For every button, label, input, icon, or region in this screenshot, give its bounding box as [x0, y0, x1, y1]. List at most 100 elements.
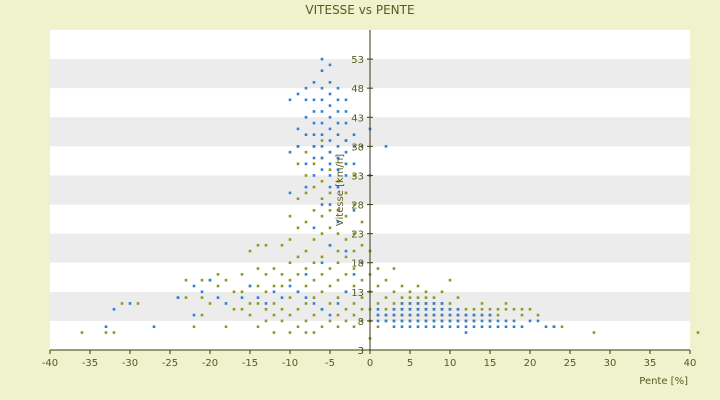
scatter-point-series-2	[224, 302, 228, 305]
scatter-point-series-2	[456, 319, 460, 323]
scatter-point-series-2	[512, 319, 516, 323]
scatter-point-series-1	[280, 243, 284, 247]
scatter-point-series-2	[216, 296, 220, 299]
scatter-point-series-1	[344, 319, 348, 323]
scatter-point-series-2	[112, 307, 116, 311]
scatter-point-series-1	[304, 302, 308, 305]
scatter-point-series-1	[384, 278, 388, 282]
scatter-point-series-1	[208, 302, 212, 305]
scatter-point-series-2	[376, 319, 380, 323]
scatter-point-series-2	[496, 325, 500, 329]
scatter-point-series-1	[336, 325, 340, 329]
scatter-point-series-1	[216, 284, 220, 288]
scatter-point-series-2	[488, 325, 492, 329]
scatter-point-series-2	[336, 302, 340, 305]
scatter-point-series-1	[280, 319, 284, 323]
scatter-point-series-2	[360, 145, 364, 148]
scatter-point-series-1	[456, 296, 460, 299]
scatter-point-series-2	[320, 307, 324, 311]
scatter-point-series-1	[264, 319, 268, 323]
scatter-point-series-2	[304, 162, 308, 166]
x-tick-label: -10	[282, 358, 298, 369]
scatter-point-series-2	[336, 110, 340, 113]
scatter-point-series-1	[136, 302, 140, 305]
scatter-point-series-2	[312, 81, 316, 84]
scatter-point-series-1	[480, 302, 484, 305]
scatter-point-series-2	[512, 325, 516, 329]
scatter-point-series-1	[416, 284, 420, 288]
scatter-point-series-2	[432, 307, 436, 311]
scatter-point-series-1	[272, 284, 276, 288]
scatter-point-series-1	[256, 302, 260, 305]
scatter-point-series-1	[536, 313, 540, 317]
scatter-point-series-1	[504, 307, 508, 311]
scatter-point-series-2	[328, 63, 332, 67]
scatter-point-series-1	[248, 302, 252, 305]
x-tick-label: -40	[42, 358, 58, 369]
scatter-point-series-2	[320, 145, 324, 148]
scatter-point-series-1	[352, 249, 356, 253]
scatter-point-series-2	[320, 156, 324, 160]
scatter-point-series-2	[328, 185, 332, 189]
scatter-point-series-1	[256, 267, 260, 270]
scatter-point-series-2	[312, 133, 316, 137]
scatter-point-series-2	[480, 313, 484, 317]
scatter-point-series-1	[280, 273, 284, 276]
scatter-point-series-1	[400, 296, 404, 299]
y-tick-label: 3	[358, 346, 364, 357]
scatter-point-series-2	[344, 121, 348, 125]
scatter-point-series-1	[272, 331, 276, 334]
scatter-point-series-1	[360, 243, 364, 247]
scatter-point-series-1	[248, 313, 252, 317]
scatter-point-series-1	[200, 278, 204, 282]
scatter-point-series-2	[400, 313, 404, 317]
scatter-point-series-1	[272, 313, 276, 317]
scatter-point-series-2	[296, 127, 300, 131]
scatter-point-series-2	[304, 296, 308, 299]
scatter-point-series-2	[312, 156, 316, 160]
scatter-point-series-2	[304, 115, 308, 119]
scatter-point-series-2	[336, 220, 340, 224]
scatter-point-series-2	[544, 325, 548, 329]
scatter-point-series-2	[416, 302, 420, 305]
x-tick-label: 40	[684, 358, 697, 369]
y-tick-label: 18	[351, 259, 364, 270]
scatter-point-series-1	[592, 331, 596, 334]
scatter-point-series-1	[464, 307, 468, 311]
scatter-point-series-1	[352, 232, 356, 235]
scatter-point-series-1	[320, 255, 324, 259]
scatter-point-series-2	[208, 278, 212, 282]
scatter-point-series-2	[312, 302, 316, 305]
scatter-point-series-1	[264, 290, 268, 294]
x-tick-label: 5	[407, 358, 413, 369]
scatter-point-series-1	[472, 307, 476, 311]
scatter-point-series-2	[424, 302, 428, 305]
scatter-point-series-1	[296, 325, 300, 329]
scatter-point-series-2	[384, 313, 388, 317]
scatter-point-series-2	[416, 325, 420, 329]
scatter-point-series-1	[312, 278, 316, 282]
x-tick-label: -25	[162, 358, 178, 369]
scatter-point-series-1	[344, 191, 348, 195]
scatter-point-series-1	[504, 302, 508, 305]
scatter-point-series-2	[192, 313, 196, 317]
scatter-point-series-2	[176, 296, 180, 299]
scatter-point-series-2	[296, 145, 300, 148]
scatter-point-series-1	[360, 220, 364, 224]
scatter-point-series-2	[344, 150, 348, 154]
scatter-point-series-1	[376, 284, 380, 288]
scatter-point-series-1	[336, 249, 340, 253]
scatter-point-series-2	[312, 121, 316, 125]
scatter-point-series-2	[328, 174, 332, 177]
scatter-point-series-2	[440, 302, 444, 305]
y-tick-label: 53	[351, 55, 364, 66]
scatter-point-series-1	[488, 307, 492, 311]
scatter-point-series-2	[392, 313, 396, 317]
scatter-point-series-1	[272, 267, 276, 270]
scatter-point-series-2	[152, 325, 156, 329]
scatter-point-series-2	[344, 162, 348, 166]
scatter-point-series-1	[296, 273, 300, 276]
scatter-point-series-1	[424, 296, 428, 299]
scatter-point-series-1	[360, 307, 364, 311]
scatter-point-series-2	[400, 307, 404, 311]
